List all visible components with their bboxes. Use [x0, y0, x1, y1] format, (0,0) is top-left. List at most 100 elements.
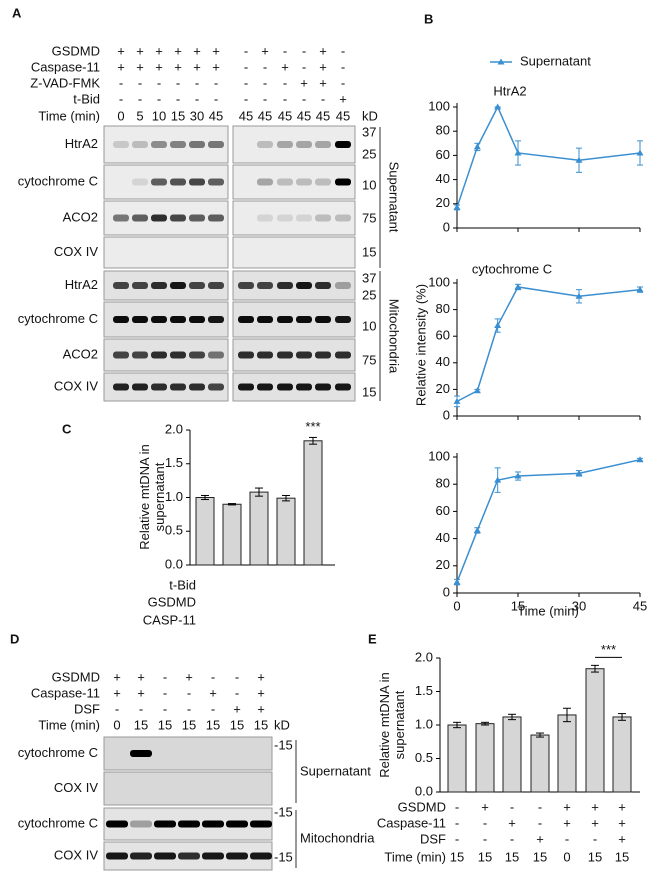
condition-sign: +: [563, 799, 571, 814]
condition-label: GSDMD: [52, 669, 100, 684]
blot-band: [113, 316, 129, 323]
condition-sign: -: [176, 91, 180, 106]
blot-band: [106, 852, 128, 860]
condition-sign: +: [117, 43, 125, 58]
blot-band: [208, 316, 224, 323]
blot-band: [154, 852, 176, 860]
y-tick-label: 20: [436, 195, 450, 210]
blot-band: [189, 141, 205, 148]
condition-sign: -: [235, 685, 239, 700]
kd-marker: -15: [274, 737, 293, 752]
blot-band: [226, 852, 248, 860]
blot-band: [151, 351, 167, 359]
blot-band: [151, 178, 167, 186]
y-tick-label: 0: [443, 407, 450, 422]
y-tick-label: 0.5: [415, 750, 433, 765]
condition-label: Caspase-11: [31, 685, 100, 700]
condition-sign: -: [119, 91, 123, 106]
blot-strip: [232, 125, 356, 164]
condition-sign: -: [244, 91, 248, 106]
condition-sign: -: [138, 91, 142, 106]
blot-band: [257, 178, 273, 186]
time-value: 0: [117, 108, 124, 123]
condition-sign: +: [618, 815, 626, 830]
condition-sign: +: [319, 43, 327, 58]
blot-band: [113, 351, 129, 359]
blot-band: [296, 316, 312, 323]
blot-band: [170, 282, 186, 289]
y-tick-label: 0.0: [165, 556, 183, 571]
blot-band: [277, 282, 293, 289]
blot-band: [296, 214, 312, 222]
blot-band: [132, 214, 148, 222]
blot-band: [132, 178, 148, 186]
y-tick-label: 40: [436, 354, 450, 369]
bar: [222, 503, 242, 566]
condition-sign: +: [618, 799, 626, 814]
condition-sign: -: [593, 831, 597, 846]
significance: ***: [305, 419, 320, 434]
blot-band: [257, 383, 273, 391]
data-point: [636, 149, 644, 156]
condition-sign: +: [155, 43, 163, 58]
condition-sign: +: [174, 59, 182, 74]
blot-band: [178, 852, 200, 860]
condition-sign: -: [538, 815, 542, 830]
fraction-label: Mitochondria: [300, 830, 375, 845]
blot-band: [151, 282, 167, 289]
kd-marker: 10: [362, 318, 376, 333]
blot-strip: [103, 125, 229, 164]
condition-label: GSDMD: [52, 43, 100, 58]
panel-label: A: [12, 5, 22, 20]
row-label: t-Bid: [169, 577, 196, 592]
condition-sign: -: [263, 59, 267, 74]
blot-band: [315, 316, 331, 323]
condition-sign: 15: [450, 849, 464, 864]
blot-band: [170, 214, 186, 222]
condition-sign: 15: [615, 849, 629, 864]
y-tick-label: 2.0: [165, 421, 183, 436]
blot-band: [202, 852, 224, 860]
condition-sign: -: [283, 43, 287, 58]
row-label: GSDMD: [148, 594, 196, 609]
y-tick-label: 100: [428, 274, 450, 289]
condition-sign: 15: [533, 849, 547, 864]
blot-strip: [232, 236, 356, 269]
condition-sign: -: [483, 815, 487, 830]
time-value: 45: [258, 108, 272, 123]
blot-band: [189, 383, 205, 391]
kd-marker: 75: [362, 352, 376, 367]
y-tick-label: 40: [436, 171, 450, 186]
time-value: 45: [278, 108, 292, 123]
row-label: CASP-11: [143, 612, 196, 627]
blot-band: [170, 178, 186, 186]
time-value: 10: [152, 108, 166, 123]
condition-sign: +: [136, 43, 144, 58]
condition-sign: +: [319, 59, 327, 74]
bar: [447, 724, 467, 793]
bar: [303, 440, 323, 566]
kd-marker: 15: [362, 244, 376, 259]
data-point: [453, 578, 461, 585]
x-tick-label: 15: [511, 598, 525, 613]
condition-sign: +: [339, 91, 347, 106]
bar: [502, 716, 522, 793]
y-tick-label: 20: [436, 381, 450, 396]
blot-band: [335, 141, 351, 148]
condition-sign: -: [341, 59, 345, 74]
blot-band: [208, 282, 224, 289]
condition-sign: -: [157, 91, 161, 106]
condition-sign: +: [174, 43, 182, 58]
data-point: [473, 143, 481, 150]
y-axis-label: Relative mtDNA in supernatant: [137, 444, 167, 550]
condition-label: DSF: [74, 701, 100, 716]
legend-marker: [497, 58, 505, 65]
condition-sign: +: [212, 59, 220, 74]
condition-sign: -: [510, 831, 514, 846]
condition-sign: -: [211, 701, 215, 716]
blot-label: cytochrome C: [18, 173, 98, 188]
blot-band: [315, 214, 331, 222]
condition-sign: +: [563, 815, 571, 830]
time-value: 45: [239, 108, 253, 123]
blot-band: [277, 383, 293, 391]
